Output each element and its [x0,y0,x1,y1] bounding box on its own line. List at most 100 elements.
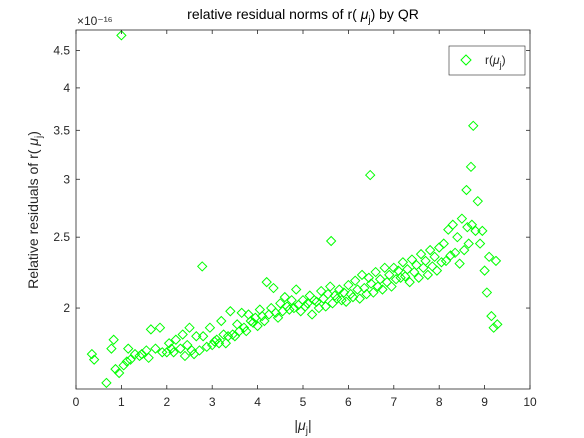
data-point [163,338,175,349]
data-point [415,248,427,260]
plot-area: 0 1 2 3 4 5 6 7 8 9 10 2 2.5 3 3.5 4 4.5 [53,29,537,409]
data-point [420,255,431,267]
data-point [364,169,376,181]
data-points [86,30,503,389]
data-point [372,281,384,292]
data-point [325,281,336,292]
data-point [113,367,125,379]
x-tick-label: 7 [390,395,397,409]
data-point [134,350,145,362]
data-point [404,276,415,288]
data-point [465,161,477,173]
data-point [347,291,359,303]
data-point [325,235,337,247]
data-point [477,225,488,237]
data-point [418,262,429,274]
y-axis: 2 2.5 3 3.5 4 4.5 [53,43,530,315]
data-point [406,254,418,265]
data-point [440,255,452,267]
x-tick-label: 9 [481,395,488,409]
data-point [452,231,463,243]
data-point [365,278,377,289]
x-tick-label: 3 [209,395,216,409]
data-point [157,347,168,358]
x-tick-label: 0 [73,395,80,409]
data-point [370,266,381,278]
data-point [123,343,134,354]
data-point [145,324,157,335]
data-point [300,301,311,312]
data-point [436,257,447,268]
x-axis-label: |μj| [294,417,311,437]
data-point [390,274,402,285]
data-point [472,195,483,207]
data-point [479,265,490,276]
data-point [309,294,320,306]
data-point [136,348,148,360]
data-point [363,272,375,283]
legend-label: r(μj) [485,53,506,70]
data-point [356,269,368,281]
data-point [197,261,208,272]
data-point [290,284,302,295]
x-tick-label: 2 [163,395,170,409]
data-point [445,250,456,261]
data-point [154,322,166,333]
data-point [411,259,422,271]
data-point [454,258,465,269]
data-point [216,315,227,327]
data-point [359,282,370,294]
data-point [268,282,279,294]
data-point [191,331,202,342]
data-point [225,306,236,317]
data-point [108,334,119,345]
data-point [177,329,188,340]
data-point [106,343,117,354]
data-point [288,302,300,314]
data-point [101,377,112,389]
data-point [386,281,397,292]
data-point [377,284,388,295]
data-point [422,269,434,281]
data-point [449,247,461,259]
data-point [438,238,449,249]
x-tick-label: 1 [118,395,125,409]
data-point [338,287,350,298]
data-point [447,219,459,230]
data-point [402,264,413,275]
data-point [281,301,293,312]
data-point [194,345,205,356]
data-point [374,274,386,285]
data-point [116,30,127,41]
data-point [481,287,493,298]
data-point [238,322,250,333]
data-point [413,272,424,283]
data-point [121,356,133,367]
data-point [492,319,503,330]
data-point [259,315,270,327]
data-point [399,271,411,282]
data-point [279,291,291,303]
data-point [466,219,478,230]
data-point [86,348,98,360]
data-point [483,251,495,263]
data-point [118,360,129,371]
data-point [197,331,209,342]
x-tick-label: 5 [300,395,307,409]
data-point [461,184,472,196]
data-point [320,301,331,312]
data-point [424,244,436,256]
data-point [409,266,420,278]
data-point [343,279,354,291]
data-point [236,307,247,319]
data-point [143,352,154,364]
data-point [486,310,497,322]
data-point [234,325,245,337]
data-point [306,309,318,320]
data-point [286,294,297,306]
data-point [315,285,327,297]
data-point [458,244,470,256]
data-point [456,213,468,224]
chart-title: relative residual norms of r( μj) by QR [187,6,419,26]
